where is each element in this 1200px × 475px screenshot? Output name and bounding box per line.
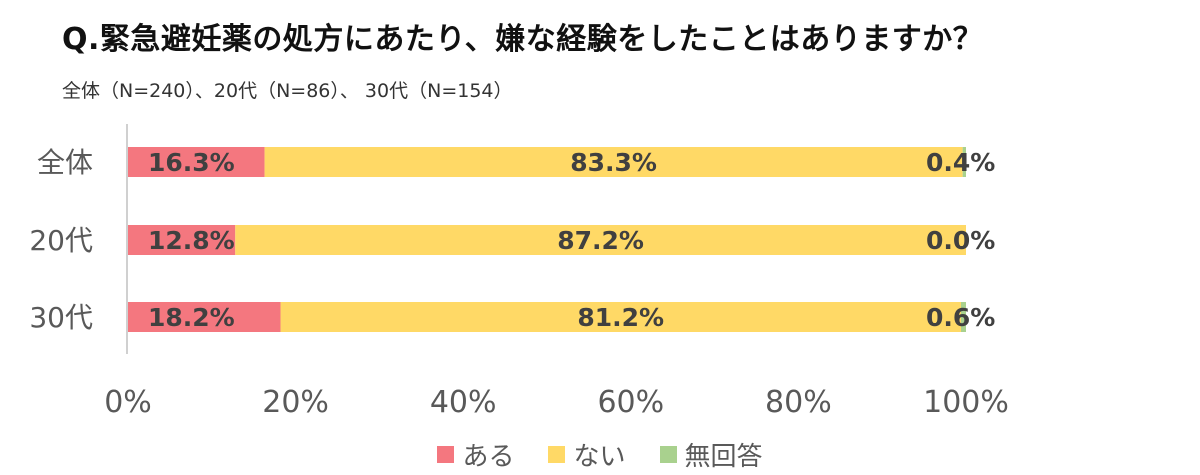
stacked-bar-chart: 全体 16.3% 83.3% 0.4% 20代 12.8% 87.2% 0.0% 30代 18.2… — [29, 124, 1009, 420]
legend-item-mukaitou: 無回答 — [659, 436, 763, 473]
bar-segment — [962, 147, 966, 177]
data-label: 0.4% — [926, 148, 995, 177]
legend-swatch-mukaitou — [659, 446, 677, 463]
bar-segment — [128, 225, 236, 255]
x-tick-label: 80% — [765, 385, 832, 420]
labels-layer: 全体 16.3% 83.3% 0.4% 20代 12.8% 87.2% 0.0% 30代 18.2… — [29, 146, 1009, 420]
legend-item-nai: ない — [548, 436, 626, 473]
x-tick-label: 0% — [104, 385, 152, 420]
bars-layer — [128, 147, 966, 332]
category-label: 全体 — [37, 146, 93, 179]
data-label: 83.3% — [570, 148, 657, 177]
bar-segment — [264, 147, 963, 177]
legend-swatch-aru — [437, 446, 455, 463]
x-tick-label: 100% — [923, 385, 1009, 420]
legend-swatch-nai — [548, 446, 566, 463]
chart-title: Q.緊急避妊薬の処方にあたり、嫌な経験をしたことはありますか？ — [62, 22, 984, 57]
category-label: 20代 — [29, 224, 93, 257]
bar-segment — [128, 302, 281, 332]
legend-label-nai: ない — [573, 442, 626, 472]
bar-segment — [128, 147, 265, 177]
category-label: 30代 — [29, 301, 93, 334]
data-label: 87.2% — [557, 226, 644, 255]
data-label: 16.3% — [148, 148, 235, 177]
x-tick-label: 20% — [262, 385, 329, 420]
x-tick-label: 40% — [430, 385, 497, 420]
data-label: 81.2% — [577, 303, 664, 332]
legend-label-mukaitou: 無回答 — [684, 442, 763, 472]
legend-label-aru: ある — [462, 442, 515, 472]
data-label: 18.2% — [148, 303, 235, 332]
legend-item-aru: ある — [437, 436, 514, 473]
data-label: 12.8% — [148, 226, 235, 255]
bar-segment — [960, 302, 966, 332]
chart-subtitle: 全体（N=240）、20代（N=86）、 30代（N=154） — [62, 80, 513, 102]
legend: ある ない 無回答 — [0, 436, 1200, 473]
bar-segment — [235, 225, 966, 255]
x-tick-label: 60% — [597, 385, 664, 420]
data-label: 0.0% — [926, 226, 995, 255]
data-label: 0.6% — [926, 303, 995, 332]
bar-segment — [280, 302, 961, 332]
